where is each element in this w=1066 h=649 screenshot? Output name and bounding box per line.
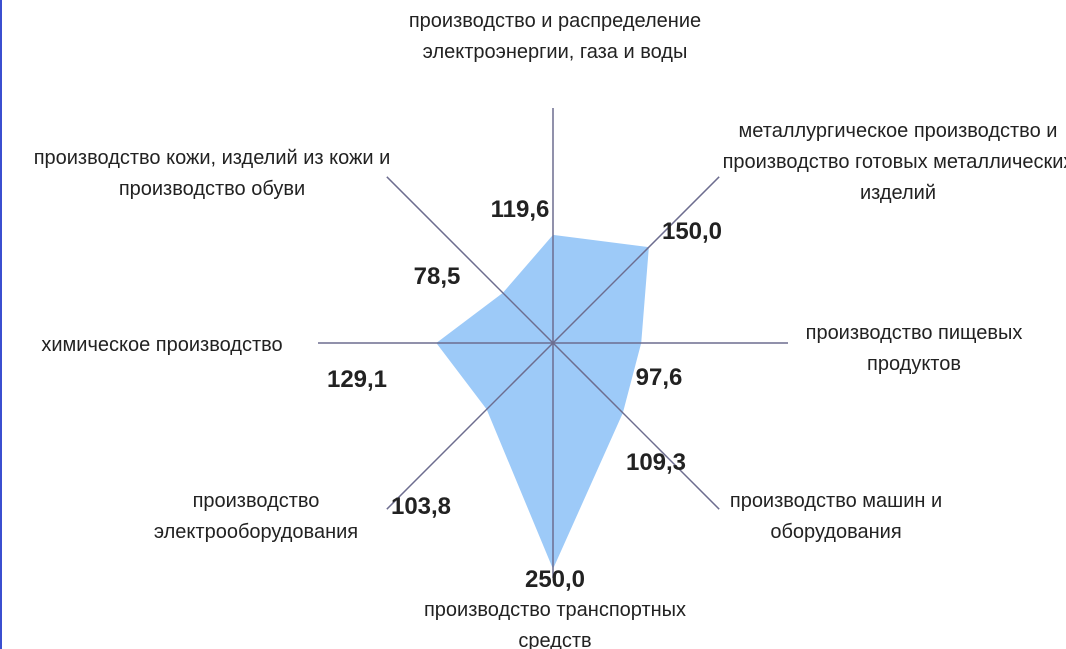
- axis-line: [386, 176, 554, 344]
- value-label: 250,0: [524, 566, 586, 593]
- axis-line: [552, 176, 720, 344]
- axis-label: производство транспортных средств: [423, 599, 687, 649]
- radar-area: [436, 234, 649, 569]
- axis-label: производство и распределение электроэнер…: [408, 10, 702, 63]
- value-label: 97,6: [635, 364, 683, 391]
- value-label: 119,6: [490, 196, 550, 223]
- value-label: 103,8: [390, 493, 452, 520]
- value-label: 109,3: [625, 449, 687, 476]
- axis-label: производство кожи, изделий из кожи и про…: [33, 147, 391, 200]
- axis-label: производство электрооборудования: [153, 490, 359, 543]
- value-label: 78,5: [413, 263, 461, 290]
- axis-line: [552, 342, 720, 510]
- axis-label: металлургическое производство и производ…: [722, 120, 1066, 204]
- axis-line: [386, 342, 554, 510]
- value-label: 150,0: [661, 218, 723, 245]
- axis-label: производство машин и оборудования: [729, 490, 943, 543]
- axis-label: производство пищевых продуктов: [805, 322, 1023, 375]
- value-label: 129,1: [326, 366, 388, 393]
- axis-label: химическое производство: [41, 334, 283, 356]
